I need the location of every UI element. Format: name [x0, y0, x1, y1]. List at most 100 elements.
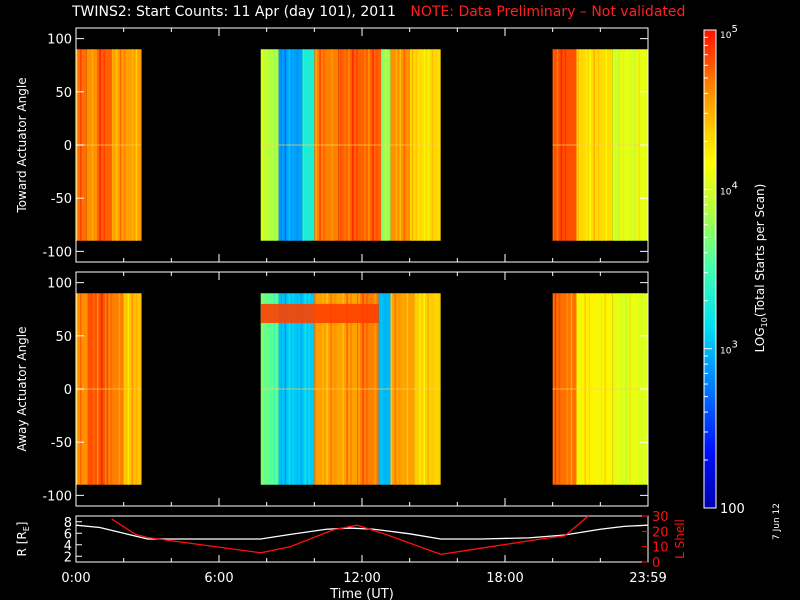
heatmap-streak	[331, 49, 333, 241]
heatmap-streak	[322, 293, 324, 485]
heatmap-streak	[88, 293, 91, 485]
date-stamp: 7 Jun 12	[772, 503, 782, 540]
heatmap-segment	[576, 293, 613, 485]
y-tick-label: 100	[47, 277, 72, 292]
heatmap-streak	[398, 293, 401, 485]
heatmap-streak	[568, 49, 571, 241]
heatmap-segment	[390, 293, 415, 485]
heatmap-streak	[613, 293, 615, 485]
heatmap-streak	[604, 293, 606, 485]
heatmap-streak	[431, 293, 433, 485]
y2-tick-label: 20	[652, 525, 669, 540]
heatmap-streak	[581, 49, 583, 241]
heatmap-streak	[621, 293, 623, 485]
heatmap-streak	[391, 49, 394, 241]
colorbar-tick-label: 103	[720, 340, 738, 357]
x-axis-label: Time (UT)	[329, 587, 394, 600]
heatmap-streak	[435, 293, 437, 485]
heatmap-streak	[292, 49, 295, 241]
heatmap-streak	[564, 49, 567, 241]
heatmap-streak	[385, 49, 387, 241]
heatmap-streak	[431, 49, 434, 241]
heatmap-streak	[423, 293, 425, 485]
heatmap-streak	[419, 293, 421, 485]
heatmap-streak	[403, 49, 406, 241]
heatmap-streak	[292, 293, 295, 485]
radius-line	[75, 524, 649, 540]
heatmap-streak	[288, 49, 291, 241]
heatmap-streak	[362, 293, 364, 485]
heatmap-streak	[576, 293, 578, 485]
heatmap-streak	[637, 293, 639, 485]
heatmap-streak	[618, 49, 620, 241]
heatmap-segment	[87, 293, 105, 485]
heatmap-streak	[562, 293, 565, 485]
heatmap-streak	[552, 49, 555, 241]
heatmap-streak	[111, 49, 114, 241]
away-angle-heatmap: 100 50 0 -50 -100 Away Actuator Angle	[15, 271, 649, 507]
heatmap-streak	[617, 293, 619, 485]
heatmap-streak	[390, 293, 393, 485]
heatmap-streak	[427, 49, 430, 241]
y-tick-label: -100	[42, 489, 72, 504]
heatmap-streak	[346, 293, 348, 485]
heatmap-streak	[638, 49, 640, 241]
heatmap-streak	[364, 49, 366, 241]
heatmap-streak	[630, 49, 632, 241]
heatmap-streak	[87, 49, 90, 241]
heatmap-streak	[99, 49, 101, 241]
heatmap-streak	[118, 293, 121, 485]
heatmap-streak	[593, 49, 595, 241]
heatmap-streak	[265, 49, 268, 241]
heatmap-streak	[319, 49, 321, 241]
heatmap-streak	[435, 49, 438, 241]
y-tick-label: 4	[64, 539, 72, 554]
heatmap-streak	[570, 293, 573, 485]
heatmap-segment	[302, 49, 315, 241]
heatmap-streak	[269, 49, 272, 241]
heatmap-streak	[91, 49, 94, 241]
heatmap-streak	[131, 293, 134, 485]
heatmap-streak	[115, 49, 118, 241]
heatmap-streak	[589, 49, 591, 241]
heatmap-segment	[278, 49, 303, 241]
title-text: TWINS2: Start Counts: 11 Apr (day 101), …	[72, 4, 396, 20]
heatmap-streak	[302, 49, 304, 241]
heatmap-streak	[368, 49, 370, 241]
heatmap-streak	[406, 293, 409, 485]
toward-angle-heatmap: 100 50 0 -50 -100 Toward Actuator Angle	[15, 27, 649, 263]
heatmap-streak	[374, 293, 376, 485]
y-axis-label: Away Actuator Angle	[15, 326, 29, 451]
heatmap-streak	[394, 293, 397, 485]
heatmap-streak	[560, 49, 563, 241]
heatmap-streak	[127, 293, 130, 485]
chart-title: TWINS2: Start Counts: 11 Apr (day 101), …	[72, 4, 685, 20]
heatmap-streak	[131, 49, 134, 241]
y-tick-label: -50	[51, 436, 72, 451]
heatmap-streak	[265, 293, 268, 485]
y-axis-label: R [RE]	[15, 522, 31, 557]
heatmap-streak	[135, 49, 138, 241]
heatmap-streak	[356, 49, 358, 241]
heatmap-streak	[411, 49, 414, 241]
heatmap-streak	[110, 293, 113, 485]
heatmap-streak	[284, 293, 287, 485]
heatmap-streak	[376, 49, 378, 241]
heatmap-streak	[402, 293, 405, 485]
y-tick-label: 100	[47, 33, 72, 48]
heatmap-streak	[348, 49, 350, 241]
y-tick-label: 50	[55, 330, 72, 345]
heatmap-streak	[558, 293, 561, 485]
heatmap-streak	[622, 49, 624, 241]
l-shell-line	[111, 515, 589, 556]
heatmap-streak	[106, 293, 109, 485]
heatmap-streak	[261, 49, 264, 241]
heatmap-streak	[592, 293, 594, 485]
heatmap-streak	[296, 49, 299, 241]
y-tick-label: 6	[64, 527, 72, 542]
heatmap-streak	[119, 49, 122, 241]
heatmap-streak	[342, 293, 344, 485]
heatmap-streak	[384, 293, 387, 485]
